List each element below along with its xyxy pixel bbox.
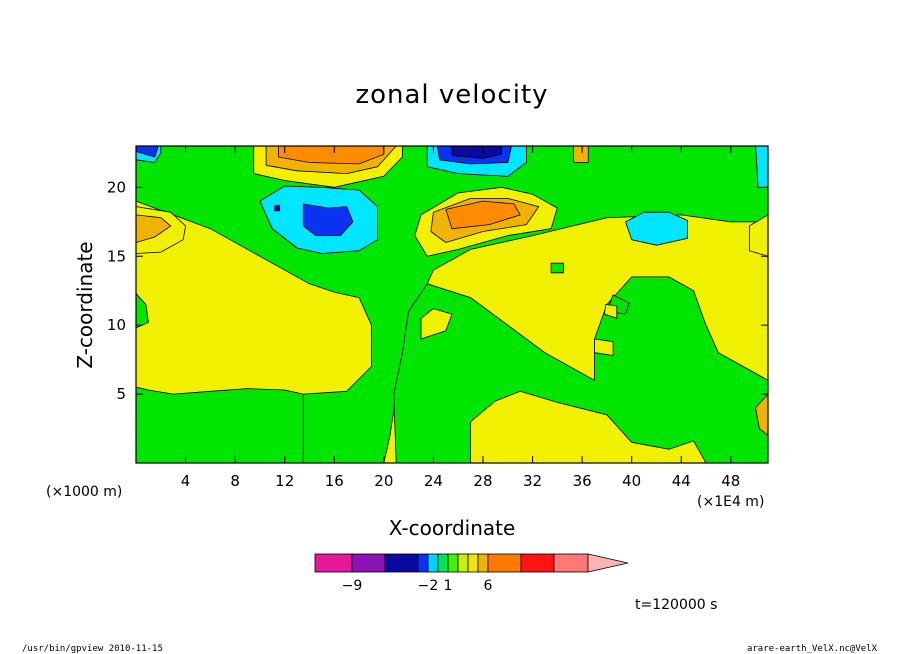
colorbar-tick-label: 1 (444, 578, 453, 594)
colorbar-tick-label: −2 (418, 578, 439, 594)
x-tick-label: 36 (573, 472, 592, 490)
x-axis-label: X-coordinate (389, 516, 516, 540)
colorbar-swatch (487, 553, 522, 573)
x-tick-label: 4 (181, 472, 191, 490)
colorbar-swatch (427, 553, 439, 573)
colorbar-swatch (384, 553, 419, 573)
colorbar-swatch (351, 553, 386, 573)
x-tick-label: 28 (473, 472, 492, 490)
x-tick-label: 8 (230, 472, 240, 490)
colorbar-swatch (447, 553, 459, 573)
colorbar-swatch (437, 553, 449, 573)
contour-region-green (136, 386, 304, 463)
contour-region-navy (451, 146, 503, 159)
contour-region-cyan (625, 211, 688, 246)
colorbar-swatch (520, 553, 555, 573)
contour-region-green (136, 293, 149, 329)
x-tick-label: 24 (424, 472, 443, 490)
x-unit-right: (×1E4 m) (697, 494, 764, 510)
plot-frame (135, 145, 769, 464)
x-tick-label: 16 (325, 472, 344, 490)
x-unit-left: (×1000 m) (46, 484, 122, 500)
contour-region-blue (136, 146, 159, 158)
chart-title: zonal velocity (355, 80, 548, 110)
contour-region-orange-light (573, 146, 589, 163)
y-axis: 5 10 15 20 (107, 178, 768, 403)
y-axis-label: Z-coordinate (73, 241, 97, 368)
time-label: t=120000 s (635, 597, 717, 613)
contour-region-green (550, 262, 564, 274)
contour-region-navy (274, 204, 281, 212)
x-tick-label: 32 (523, 472, 542, 490)
x-tick-label: 20 (374, 472, 393, 490)
colorbar-swatch (457, 553, 469, 573)
contour-region-green (393, 276, 768, 463)
y-tick-label: 20 (107, 178, 126, 196)
x-axis: 4 8 12 16 20 24 28 32 36 40 44 48 (181, 146, 740, 490)
contour-region-orange-light (755, 393, 768, 436)
contour-region-yellow (749, 214, 768, 257)
colorbar-tick-label: 6 (484, 578, 493, 594)
colorbar-arrow (587, 553, 629, 573)
y-tick-label: 15 (107, 247, 126, 265)
contour-region-yellow (604, 304, 618, 319)
contour-region-yellow (420, 308, 453, 340)
y-tick-label: 10 (107, 316, 126, 334)
x-tick-label: 44 (672, 472, 691, 490)
colorbar-swatch (553, 553, 589, 573)
footer-left: /usr/bin/gpview 2010-11-15 (22, 644, 163, 654)
colorbar: −9 −2 1 6 (314, 553, 629, 594)
x-tick-label: 48 (721, 472, 740, 490)
footer-right: arare-earth_VelX.nc@VelX (747, 644, 878, 654)
colorbar-tick-label: −9 (342, 578, 363, 594)
colorbar-swatch (417, 553, 429, 573)
x-tick-label: 12 (275, 472, 294, 490)
contour-region-orange (278, 146, 385, 165)
y-tick-label: 5 (116, 385, 126, 403)
contour-region-yellow (594, 338, 614, 356)
colorbar-swatch (314, 553, 353, 573)
contour-region-orange-light (136, 214, 172, 243)
colorbar-swatch (467, 553, 479, 573)
x-tick-label: 40 (622, 472, 641, 490)
contour-field (136, 146, 768, 463)
contour-region-orange (445, 200, 521, 230)
contour-region-blue (302, 203, 354, 237)
colorbar-swatch (477, 553, 489, 573)
contour-region-cyan (755, 146, 768, 188)
